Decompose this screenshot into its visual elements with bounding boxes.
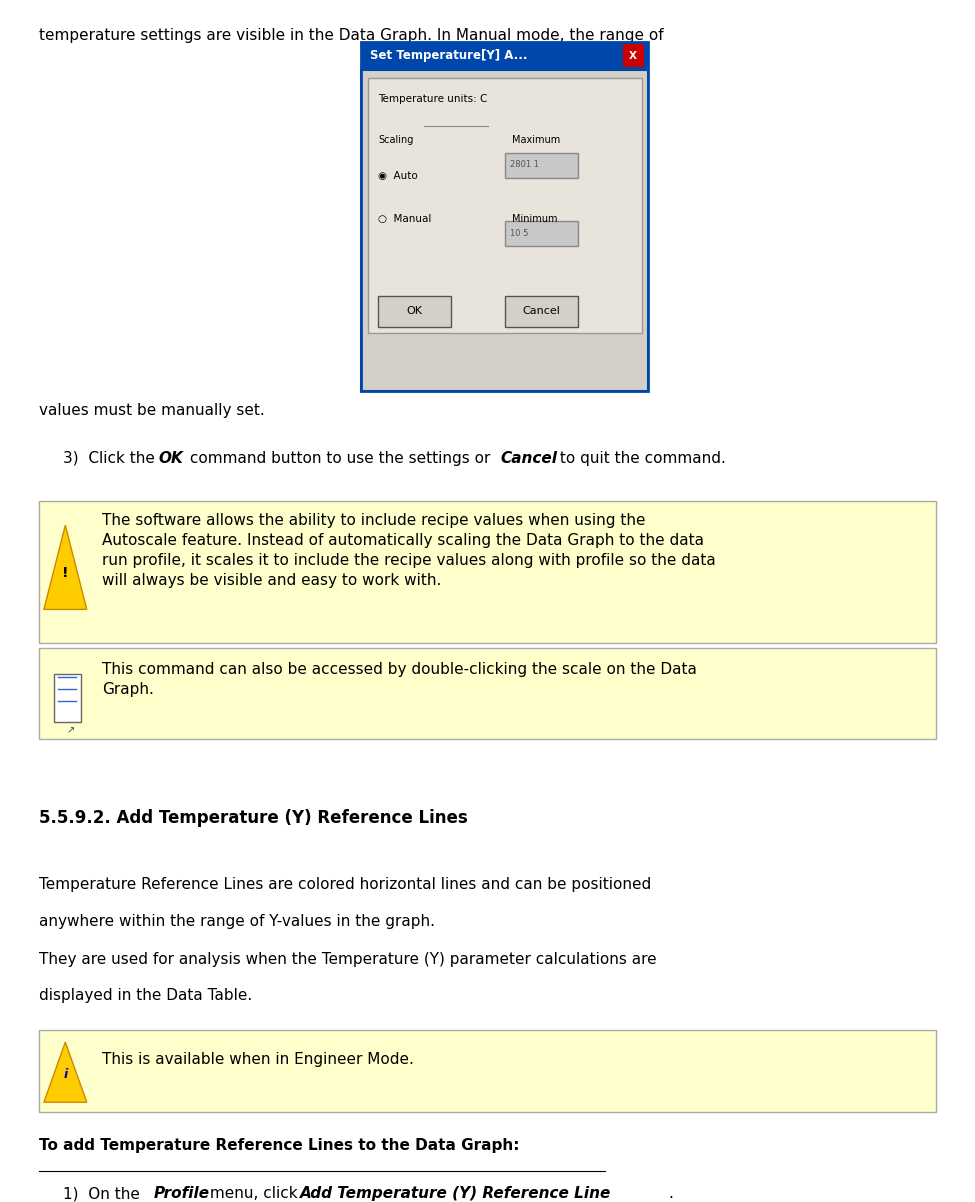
Text: 1)  On the: 1) On the bbox=[63, 1186, 145, 1201]
Text: 10 5: 10 5 bbox=[510, 228, 528, 238]
Text: ◉  Auto: ◉ Auto bbox=[378, 171, 418, 180]
Text: Add Temperature (Y) Reference Line: Add Temperature (Y) Reference Line bbox=[300, 1186, 611, 1201]
Text: menu, click: menu, click bbox=[205, 1186, 302, 1201]
Text: !: ! bbox=[62, 566, 68, 581]
FancyBboxPatch shape bbox=[39, 1030, 936, 1112]
Text: anywhere within the range of Y-values in the graph.: anywhere within the range of Y-values in… bbox=[39, 914, 435, 928]
Text: ↗: ↗ bbox=[66, 725, 74, 734]
Text: .: . bbox=[668, 1186, 673, 1201]
Text: Temperature units: C: Temperature units: C bbox=[378, 94, 488, 103]
Text: displayed in the Data Table.: displayed in the Data Table. bbox=[39, 988, 253, 1002]
Text: 5.5.9.2. Add Temperature (Y) Reference Lines: 5.5.9.2. Add Temperature (Y) Reference L… bbox=[39, 809, 468, 827]
Text: OK: OK bbox=[159, 451, 184, 465]
Polygon shape bbox=[44, 1042, 87, 1102]
Text: values must be manually set.: values must be manually set. bbox=[39, 403, 265, 417]
Text: Maximum: Maximum bbox=[512, 135, 560, 144]
Text: Profile: Profile bbox=[154, 1186, 211, 1201]
Text: X: X bbox=[629, 50, 638, 61]
FancyBboxPatch shape bbox=[361, 42, 648, 70]
FancyBboxPatch shape bbox=[505, 296, 578, 327]
Text: to quit the command.: to quit the command. bbox=[555, 451, 725, 465]
Text: i: i bbox=[63, 1069, 67, 1081]
FancyBboxPatch shape bbox=[39, 501, 936, 643]
FancyBboxPatch shape bbox=[505, 221, 578, 246]
FancyBboxPatch shape bbox=[623, 44, 644, 67]
Text: temperature settings are visible in the Data Graph. In Manual mode, the range of: temperature settings are visible in the … bbox=[39, 28, 664, 42]
Text: To add Temperature Reference Lines to the Data Graph:: To add Temperature Reference Lines to th… bbox=[39, 1138, 520, 1153]
FancyBboxPatch shape bbox=[54, 674, 81, 722]
Polygon shape bbox=[44, 525, 87, 609]
FancyBboxPatch shape bbox=[39, 648, 936, 739]
FancyBboxPatch shape bbox=[368, 78, 642, 333]
FancyBboxPatch shape bbox=[378, 296, 451, 327]
Text: OK: OK bbox=[407, 307, 422, 316]
Text: ○  Manual: ○ Manual bbox=[378, 214, 432, 224]
Text: The software allows the ability to include recipe values when using the
Autoscal: The software allows the ability to inclu… bbox=[102, 513, 716, 588]
Text: Scaling: Scaling bbox=[378, 135, 413, 144]
Text: 3)  Click the: 3) Click the bbox=[63, 451, 160, 465]
FancyBboxPatch shape bbox=[505, 153, 578, 178]
Text: 2801 1: 2801 1 bbox=[510, 160, 539, 169]
Text: Temperature Reference Lines are colored horizontal lines and can be positioned: Temperature Reference Lines are colored … bbox=[39, 877, 651, 892]
Text: Minimum: Minimum bbox=[512, 214, 558, 224]
Text: Cancel: Cancel bbox=[523, 307, 560, 316]
Text: Set Temperature[Y] A...: Set Temperature[Y] A... bbox=[370, 49, 528, 63]
Text: This command can also be accessed by double-clicking the scale on the Data
Graph: This command can also be accessed by dou… bbox=[102, 662, 697, 697]
Text: Cancel: Cancel bbox=[500, 451, 557, 465]
Text: They are used for analysis when the Temperature (Y) parameter calculations are: They are used for analysis when the Temp… bbox=[39, 952, 656, 966]
FancyBboxPatch shape bbox=[361, 70, 648, 391]
Text: This is available when in Engineer Mode.: This is available when in Engineer Mode. bbox=[102, 1052, 414, 1066]
Text: command button to use the settings or: command button to use the settings or bbox=[185, 451, 495, 465]
